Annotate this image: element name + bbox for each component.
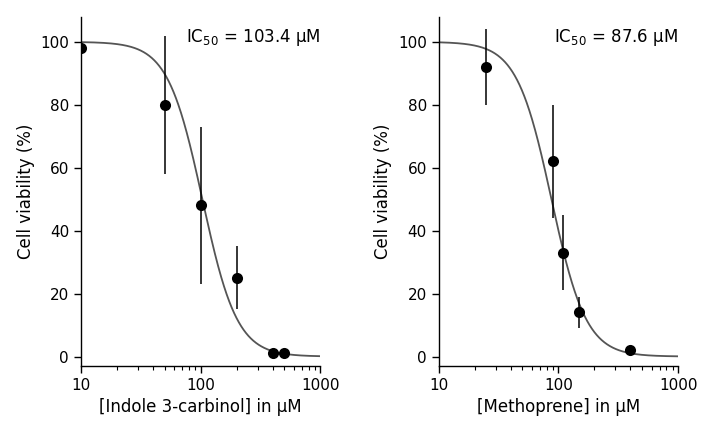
Y-axis label: Cell viability (%): Cell viability (%) [374, 124, 393, 259]
Text: IC$_{50}$ = 87.6 μM: IC$_{50}$ = 87.6 μM [553, 27, 678, 48]
X-axis label: [Methoprene] in μM: [Methoprene] in μM [477, 398, 640, 417]
X-axis label: [Indole 3-carbinol] in μM: [Indole 3-carbinol] in μM [99, 398, 302, 417]
Text: IC$_{50}$ = 103.4 μM: IC$_{50}$ = 103.4 μM [186, 27, 321, 48]
Y-axis label: Cell viability (%): Cell viability (%) [16, 124, 35, 259]
